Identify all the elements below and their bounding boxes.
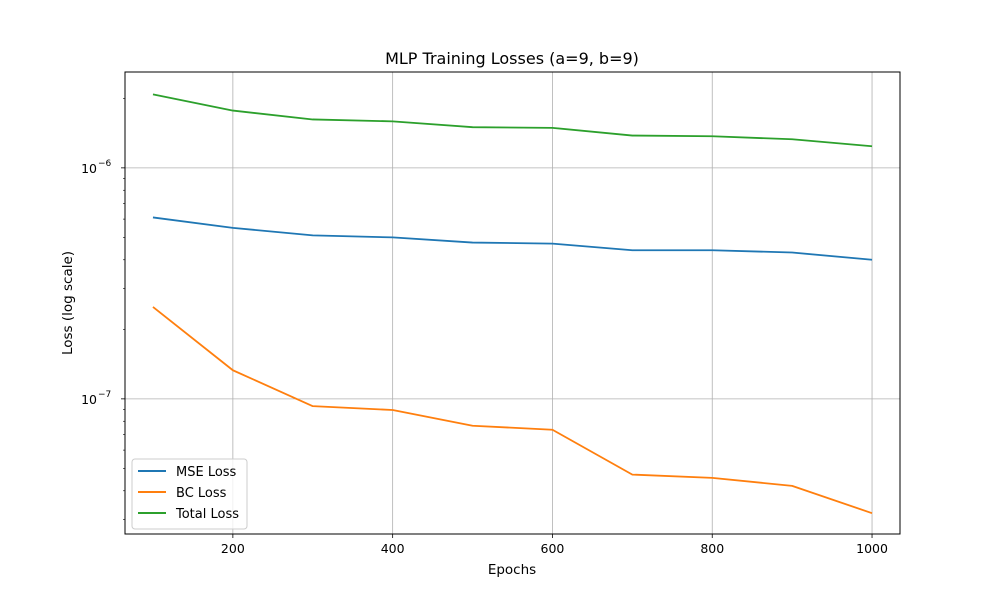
legend-label-bc: BC Loss [176, 486, 227, 501]
y-tick-label: 10 [81, 161, 97, 176]
plot-frame [124, 71, 901, 535]
y-axis-label: Loss (log scale) [60, 251, 76, 355]
y-axis-ticks: 10−710−6 [81, 98, 125, 520]
x-tick-label: 800 [700, 541, 724, 556]
x-tick-label: 200 [221, 541, 245, 556]
y-tick-label: 10 [81, 392, 97, 407]
x-tick-label: 400 [381, 541, 405, 556]
legend-label-total: Total Loss [175, 507, 239, 522]
y-tick-exponent: −6 [98, 159, 112, 169]
y-tick-exponent: −7 [98, 390, 111, 400]
x-axis-ticks: 200 400 600 800 1000 [221, 534, 888, 556]
series-line-mse-loss [152, 216, 873, 261]
legend: MSE Loss BC Loss Total Loss [131, 458, 248, 530]
series-line-total-loss [152, 93, 873, 148]
series-lines [152, 93, 873, 515]
x-tick-label: 600 [541, 541, 565, 556]
legend-label-mse: MSE Loss [176, 465, 237, 480]
x-axis-label: Epochs [488, 562, 536, 578]
legend-box [131, 458, 248, 530]
series-line-bc-loss [152, 306, 873, 515]
x-tick-label: 1000 [856, 541, 888, 556]
chart-title: MLP Training Losses (a=9, b=9) [385, 49, 639, 68]
grid [125, 72, 900, 534]
